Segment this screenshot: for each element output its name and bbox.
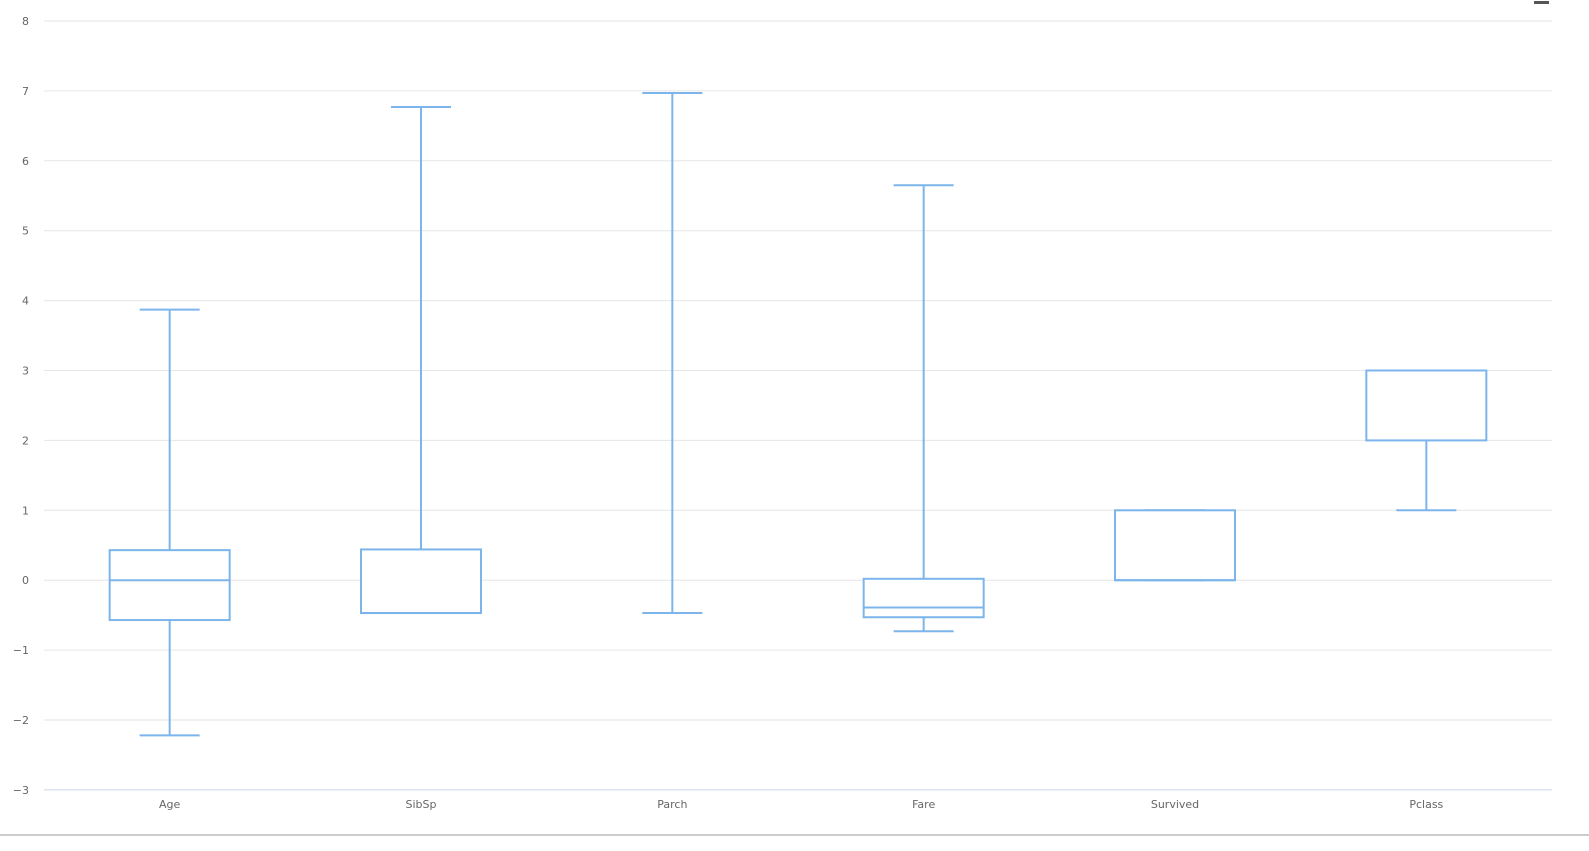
y-tick-label: −2 bbox=[13, 714, 29, 727]
y-tick-label: 6 bbox=[22, 155, 29, 168]
x-tick-label: SibSp bbox=[406, 798, 437, 811]
box-iqr bbox=[108, 549, 231, 622]
box-series bbox=[108, 91, 1488, 737]
y-tick-label: 1 bbox=[22, 504, 29, 517]
y-tick-label: 0 bbox=[22, 574, 29, 587]
box-iqr bbox=[360, 548, 482, 615]
y-tick-label: 4 bbox=[22, 295, 29, 308]
box-pclass bbox=[1365, 369, 1488, 512]
y-tick-label: −1 bbox=[13, 644, 29, 657]
grid-lines bbox=[44, 20, 1552, 791]
box-iqr bbox=[862, 577, 985, 619]
y-axis-tick-labels: 8 7 6 5 4 3 2 1 0 −1 −2 −3 bbox=[13, 15, 29, 797]
y-tick-label: 3 bbox=[22, 365, 29, 378]
y-tick-label: 7 bbox=[22, 85, 29, 98]
x-axis-tick-labels: Age SibSp Parch Fare Survived Pclass bbox=[159, 798, 1444, 811]
y-tick-label: 5 bbox=[22, 225, 29, 238]
box-age bbox=[108, 308, 231, 737]
chart-menu-button[interactable] bbox=[1530, 0, 1552, 8]
box-iqr bbox=[1365, 369, 1488, 442]
x-tick-label: Fare bbox=[912, 798, 935, 811]
box-sibsp bbox=[360, 105, 482, 615]
x-tick-label: Survived bbox=[1151, 798, 1199, 811]
box-iqr bbox=[1114, 509, 1236, 582]
box-parch bbox=[642, 91, 703, 615]
x-tick-label: Pclass bbox=[1409, 798, 1443, 811]
y-tick-label: −3 bbox=[13, 784, 29, 797]
y-tick-label: 8 bbox=[22, 15, 29, 28]
x-tick-label: Age bbox=[159, 798, 181, 811]
x-tick-label: Parch bbox=[657, 798, 687, 811]
hamburger-menu-icon bbox=[1534, 1, 1549, 4]
y-tick-label: 2 bbox=[22, 434, 29, 447]
bottom-rule bbox=[0, 834, 1589, 836]
box-fare bbox=[862, 184, 985, 633]
box-survived bbox=[1114, 509, 1236, 582]
